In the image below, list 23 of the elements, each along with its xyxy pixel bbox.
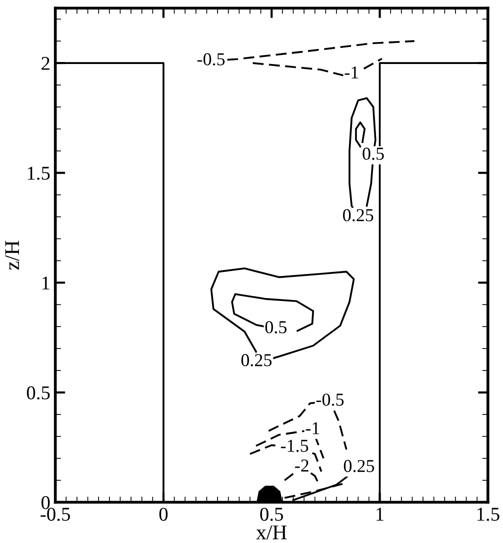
annotation: -2 xyxy=(295,460,308,472)
annotation: 0.25 xyxy=(241,354,272,366)
y-tick-label: 1.5 xyxy=(28,166,50,180)
y-tick-label: 0.5 xyxy=(26,386,50,400)
annotation: 0.25 xyxy=(344,460,374,472)
x-axis-title: x/H xyxy=(256,525,287,540)
annotation: -1 xyxy=(344,66,358,78)
x-tick-label: 0.5 xyxy=(260,508,284,521)
x-tick-label: 1 xyxy=(376,508,384,521)
x-tick-label: -0.5 xyxy=(40,508,70,521)
y-tick-label: 1 xyxy=(42,276,50,290)
annotation: -1.5 xyxy=(280,440,308,452)
x-tick-label: 1.5 xyxy=(477,508,500,521)
annotation: -0.5 xyxy=(316,394,344,406)
x-tick-label: 0 xyxy=(159,508,168,521)
y-tick-label: 2 xyxy=(42,56,50,70)
annotation: -0.5 xyxy=(197,53,225,66)
annotation: -1 xyxy=(306,422,320,434)
annotation: 0.25 xyxy=(343,209,374,222)
annotation: 0.5 xyxy=(362,148,384,160)
y-tick-label: 0 xyxy=(41,496,50,510)
y-axis-title: z/H xyxy=(5,240,20,270)
annotation: 0.5 xyxy=(265,321,287,334)
